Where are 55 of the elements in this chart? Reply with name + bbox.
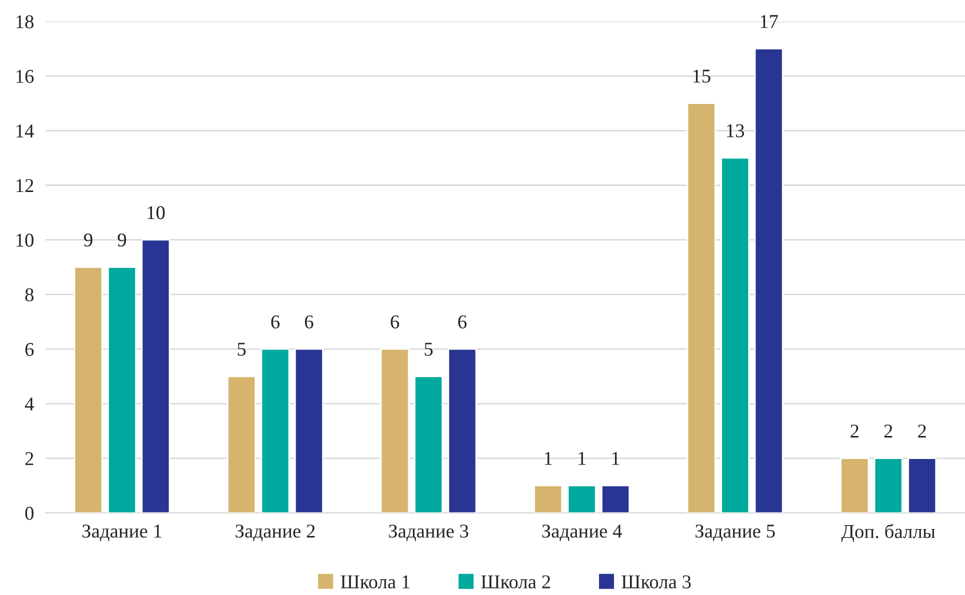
y-tick-label: 4: [24, 398, 34, 410]
bar: [141, 239, 170, 513]
data-label: 1: [612, 452, 620, 465]
bar: [874, 458, 903, 513]
legend-label: Школа 2: [481, 575, 550, 588]
bar: [840, 458, 870, 513]
bar: [294, 348, 324, 513]
data-label: 5: [424, 342, 433, 356]
bar: [908, 458, 937, 513]
data-label: 5: [238, 342, 246, 356]
y-tick-label: 8: [25, 288, 34, 302]
bar: [534, 484, 563, 513]
bar: [414, 376, 444, 513]
data-label: 9: [118, 233, 126, 247]
data-label: 9: [84, 233, 92, 247]
data-label: 1: [544, 452, 552, 465]
legend-label: Школа 3: [622, 575, 691, 588]
bar: [567, 484, 596, 513]
data-label: 6: [304, 315, 314, 328]
x-tick-label: Задание 5: [696, 524, 775, 542]
bar: [227, 376, 256, 513]
bar: [260, 348, 290, 513]
data-label: 15: [693, 70, 710, 83]
x-tick-label: Задание 4: [542, 524, 622, 542]
data-label: 2: [884, 424, 892, 438]
x-tick-label: Задание 2: [236, 524, 315, 542]
data-label: 6: [271, 315, 280, 328]
data-label: 13: [727, 124, 744, 138]
x-tick-label: Задание 1: [82, 524, 162, 542]
bar: [380, 348, 410, 513]
bar: [720, 157, 750, 513]
y-tick-label: 12: [16, 179, 34, 192]
data-label: 17: [760, 15, 778, 28]
data-label: 2: [918, 424, 926, 438]
bar: [686, 102, 716, 513]
x-tick-label: Задание 3: [389, 524, 468, 542]
x-tick-label: Доп. баллы: [841, 524, 936, 542]
bar: [601, 484, 630, 513]
y-tick-label: 0: [25, 506, 34, 520]
y-tick-label: 6: [25, 342, 34, 356]
y-tick-label: 18: [16, 15, 34, 28]
legend-label: Школа 1: [340, 575, 410, 588]
y-tick-label: 16: [16, 70, 34, 83]
bar: [754, 48, 784, 513]
data-label: 6: [458, 315, 467, 328]
data-label: 1: [578, 452, 586, 465]
data-label: 6: [390, 315, 400, 328]
bar: [108, 266, 136, 513]
data-label: 2: [850, 424, 858, 438]
y-tick-label: 2: [25, 452, 34, 466]
y-tick-label: 14: [16, 124, 34, 138]
data-label: 10: [148, 206, 165, 220]
bar: [448, 348, 477, 513]
y-tick-label: 10: [16, 234, 34, 247]
bar: [74, 266, 103, 513]
